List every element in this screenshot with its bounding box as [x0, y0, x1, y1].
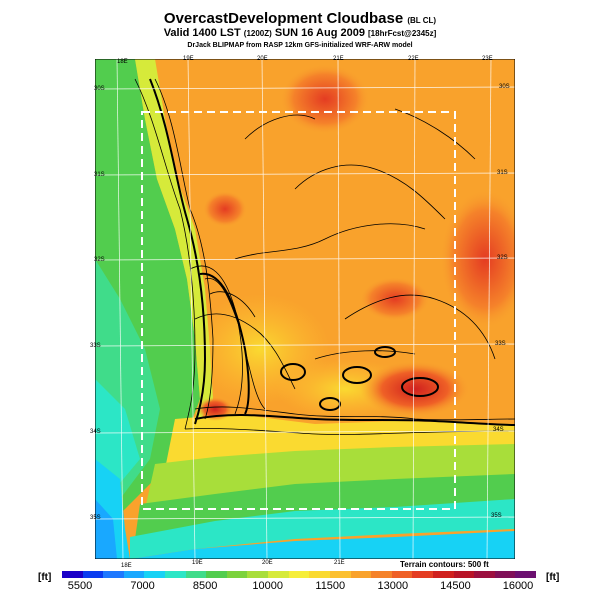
lon-label-top-23E: 23E	[482, 56, 493, 62]
lat-label-right-33S: 33S	[495, 341, 506, 347]
lon-label-top-21E: 21E	[333, 56, 344, 62]
south-teal	[130, 499, 515, 559]
colorbar-swatch	[391, 571, 413, 578]
colorbar-swatch	[62, 571, 83, 578]
colorbar-swatch	[165, 571, 186, 578]
east-red	[360, 361, 470, 417]
colorbar-label: 11500	[315, 580, 346, 592]
lat-label-right-31S: 31S	[497, 170, 508, 176]
central-red	[360, 277, 430, 321]
lat-label-right-32S: 32S	[497, 255, 508, 261]
valid-z: (1200Z)	[243, 29, 272, 38]
lon-label-top-18E: 18E	[117, 59, 128, 65]
colorbar-swatch	[474, 571, 495, 578]
model-info: DrJack BLIPMAP from RASP 12km GFS-initia…	[187, 42, 413, 49]
forecast-hour: [18hrFcst@2345z]	[368, 29, 437, 38]
valid-time: Valid 1400 LST (1200Z) SUN 16 Aug 2009 […	[0, 27, 600, 39]
northeast-red	[440, 189, 515, 329]
lon-label-bottom-20E: 20E	[262, 560, 273, 566]
lat-label-left-33S: 33S	[90, 343, 101, 349]
map-title: OvercastDevelopment Cloudbase (BL CL)	[0, 10, 600, 27]
colorbar-label: 14500	[440, 580, 471, 592]
colorbar	[62, 571, 537, 578]
lat-label-right-34S: 34S	[493, 427, 504, 433]
title-main: OvercastDevelopment Cloudbase	[163, 10, 404, 27]
cloudbase-map	[95, 59, 515, 559]
colorbar-swatch	[453, 571, 475, 578]
colorbar-unit-left: [ft]	[38, 572, 52, 583]
lat-label-left-31S: 31S	[94, 172, 105, 178]
lat-label-left-32S: 32S	[94, 257, 105, 263]
lon-label-bottom-18E: 18E	[121, 563, 132, 569]
colorbar-swatch	[515, 571, 537, 578]
lat-label-left-30S: 30S	[94, 86, 105, 92]
colorbar-swatch	[494, 571, 516, 578]
colorbar-swatch	[247, 571, 269, 578]
colorbar-label: 8500	[192, 580, 218, 592]
colorbar-label: 10000	[252, 580, 283, 592]
colorbar-swatch	[82, 571, 104, 578]
colorbar-unit-right: [ft]	[546, 572, 560, 583]
colorbar-swatch	[103, 571, 124, 578]
title-suffix: (BL CL)	[407, 16, 437, 25]
colorbar-labels: 5500 7000 8500 10000 11500 13000 14500 16000	[62, 580, 536, 594]
terrain-contours-note: Terrain contours: 500 ft	[400, 560, 489, 569]
graticule	[95, 59, 515, 559]
lon-label-top-22E: 22E	[408, 56, 419, 62]
colorbar-label: 7000	[130, 580, 155, 592]
lat-label-left-35S: 35S	[90, 515, 101, 521]
colorbar-swatch	[123, 571, 145, 578]
lon-label-top-19E: 19E	[183, 56, 194, 62]
northwest-red	[203, 191, 247, 227]
north-red	[280, 64, 370, 134]
colorbar-swatch	[185, 571, 207, 578]
lon-label-top-20E: 20E	[257, 56, 268, 62]
colorbar-swatch	[432, 571, 454, 578]
thick-contours	[149, 78, 515, 426]
south-green	[135, 474, 515, 539]
lon-label-bottom-21E: 21E	[334, 560, 345, 566]
colorbar-swatch	[329, 571, 351, 578]
colorbar-swatch	[144, 571, 166, 578]
west-yellow	[135, 59, 213, 439]
lon-label-bottom-19E: 19E	[192, 560, 203, 566]
south-cyan	[130, 531, 515, 559]
lat-label-right-35S: 35S	[491, 513, 502, 519]
inner-domain-box	[141, 111, 456, 510]
colorbar-swatch	[350, 571, 372, 578]
valid-date: SUN 16 Aug 2009	[274, 27, 365, 39]
lat-label-right-30S: 30S	[499, 84, 510, 90]
colorbar-swatch	[288, 571, 310, 578]
colorbar-swatch	[268, 571, 289, 578]
colorbar-swatch	[412, 571, 433, 578]
valid-lst: Valid 1400 LST	[163, 27, 241, 39]
colorbar-swatch	[226, 571, 248, 578]
colorbar-label: 16000	[502, 580, 534, 592]
sea-blue2	[95, 499, 117, 559]
colorbar-label: 5500	[67, 580, 93, 592]
colorbar-swatch	[206, 571, 227, 578]
lat-label-left-34S: 34S	[90, 429, 101, 435]
colorbar-label: 13000	[377, 580, 409, 592]
colorbar-swatch	[309, 571, 330, 578]
colorbar-swatch	[371, 571, 392, 578]
